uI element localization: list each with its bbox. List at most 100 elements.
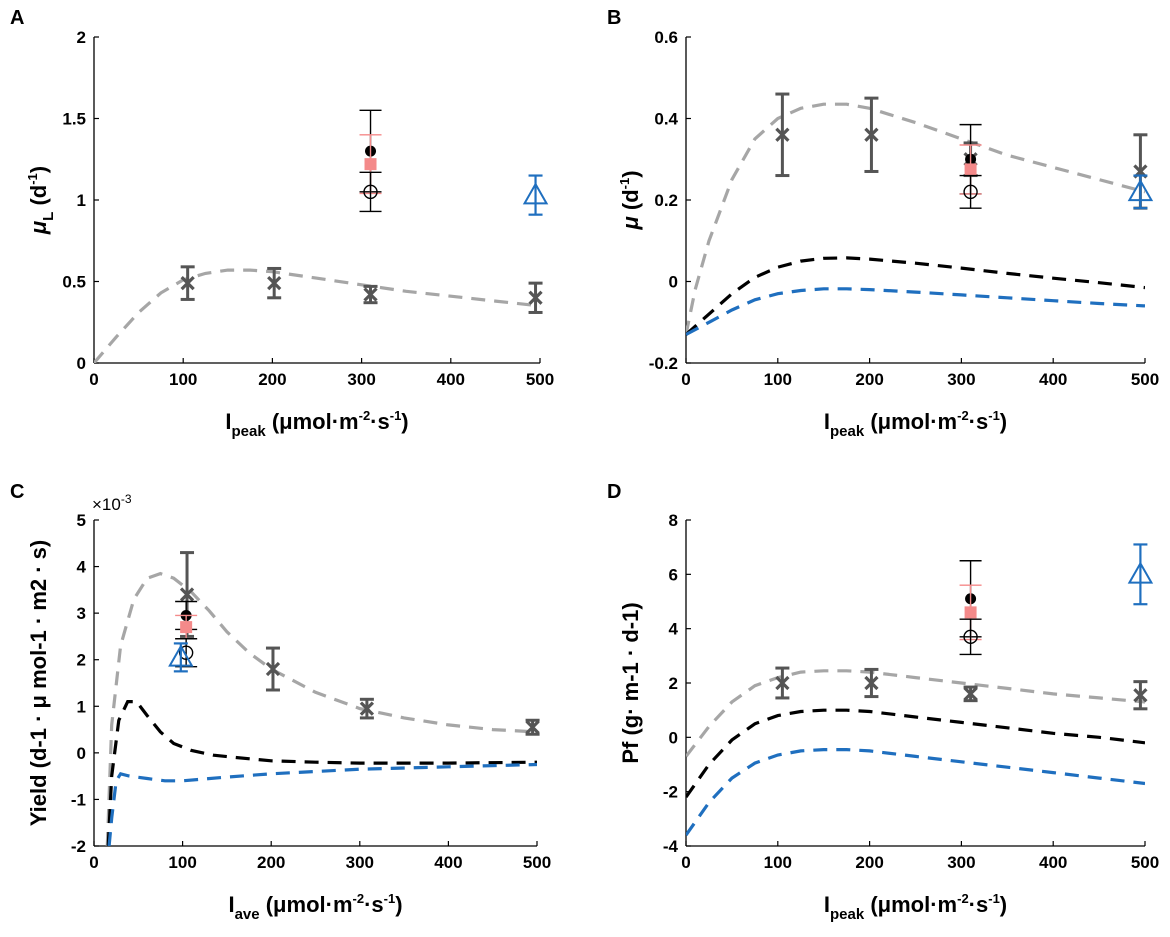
x-marker: [525, 720, 540, 735]
model-curve-black-model: [106, 700, 537, 846]
model-curve-blue-model: [107, 762, 537, 846]
y-tick-label: -0.2: [649, 354, 678, 373]
x-axis-title: Iave (μmol·m-2·s-1): [228, 891, 402, 923]
x-tick-label: 100: [764, 370, 792, 389]
y-tick-label: 2: [77, 28, 86, 47]
y-tick-label: 1: [77, 697, 86, 716]
y-tick-label: 0: [669, 728, 678, 747]
y-tick-label: 4: [669, 620, 679, 639]
x-tick-label: 0: [89, 853, 98, 872]
chart-panel-a: A 0 100 200 300 400 500 0 0.5 1 1.5 2 Ipeak (μmol·m-…: [10, 7, 554, 440]
y-tick-label: 3: [77, 604, 86, 623]
x-tick-label: 200: [258, 370, 286, 389]
model-curve-blue-model: [686, 748, 1145, 837]
data-point-measured-x: [1133, 680, 1148, 711]
x-tick-label: 0: [89, 370, 98, 389]
y-tick-label: 0.2: [654, 191, 678, 210]
x-tick-label: 0: [681, 370, 690, 389]
y-tick-label: 1.5: [62, 110, 86, 129]
x-marker: [179, 587, 195, 602]
data-point-measured-x: [363, 284, 378, 305]
panel-letter: C: [10, 481, 24, 503]
x-marker: [775, 675, 790, 691]
x-marker: [528, 290, 543, 305]
data-point-blue-triangle: [522, 174, 549, 216]
x-tick-label: 200: [257, 853, 285, 872]
x-axis-title: Ipeak (μmol·m-2·s-1): [824, 408, 1007, 440]
x-marker: [963, 686, 978, 701]
y-tick-label: 0: [77, 354, 86, 373]
data-point-blue-triangle: [168, 642, 194, 673]
y-tick-label: 1: [77, 191, 86, 210]
data-point-blue-triangle: [1127, 174, 1154, 210]
x-tick-label: 0: [681, 853, 690, 872]
model-curve-black-model: [686, 708, 1145, 799]
data-point-open-circle: [359, 171, 382, 213]
y-axis-title: μ (d-1): [617, 170, 643, 230]
data-point-pink-square: [959, 144, 982, 195]
data-point-measured-x: [180, 265, 195, 301]
open-circle-marker: [363, 184, 378, 200]
square-marker: [964, 163, 977, 176]
square-marker: [364, 158, 377, 171]
y-tick-label: 0.5: [62, 273, 86, 292]
y-tick-label: -2: [663, 783, 678, 802]
y-tick-label: 0.4: [654, 110, 678, 129]
x-tick-label: 300: [347, 370, 375, 389]
x-tick-label: 400: [1039, 370, 1067, 389]
x-tick-label: 300: [947, 853, 975, 872]
y-tick-label: 0: [669, 273, 678, 292]
data-point-open-circle: [959, 174, 982, 209]
x-tick-label: 400: [1039, 853, 1067, 872]
y-tick-label: 0.6: [654, 28, 678, 47]
triangle-marker: [168, 644, 194, 667]
y-tick-label: 8: [669, 511, 678, 530]
panel-letter: B: [607, 7, 621, 29]
model-curve-gray-model: [94, 268, 540, 363]
x-tick-label: 400: [434, 853, 462, 872]
model-curve-gray-model: [686, 669, 1145, 758]
y-axis-title: Yield (d-1 · μ mol-1 · m2 · s): [26, 540, 51, 826]
square-marker: [180, 621, 193, 634]
square-marker: [964, 606, 977, 619]
x-marker: [363, 287, 378, 302]
chart-panel-d: D 0 100 200 300 400 500 -4 -2 0 2 4 6 8 Ipeak (μmol·m-…: [607, 481, 1159, 923]
x-marker: [180, 275, 195, 291]
data-point-blue-triangle: [1127, 543, 1154, 606]
open-circle-marker: [963, 184, 978, 200]
x-marker: [359, 701, 375, 716]
x-tick-label: 100: [764, 853, 792, 872]
data-point-measured-x: [267, 266, 282, 300]
open-circle-marker: [178, 645, 194, 660]
x-tick-label: 300: [947, 370, 975, 389]
model-curve-gray-model: [105, 571, 537, 846]
data-point-measured-x: [775, 92, 790, 178]
data-point-measured-x: [963, 685, 978, 703]
triangle-marker: [1127, 561, 1154, 584]
x-marker: [1133, 688, 1148, 703]
x-tick-label: 300: [346, 853, 374, 872]
data-point-measured-x: [265, 646, 281, 692]
data-point-measured-x: [864, 96, 879, 173]
x-tick-label: 100: [169, 370, 197, 389]
open-circle-marker: [963, 629, 978, 645]
x-tick-label: 200: [855, 853, 883, 872]
y-tick-label: 4: [77, 558, 87, 577]
model-curve-black-model: [686, 256, 1145, 336]
x-tick-label: 500: [1131, 370, 1159, 389]
y-tick-label: -2: [71, 837, 86, 856]
panel-letter: D: [607, 481, 621, 503]
data-point-measured-x: [525, 718, 540, 736]
model-curve-blue-model: [686, 287, 1145, 336]
x-axis-title: Ipeak (μmol·m-2·s-1): [824, 891, 1007, 923]
y-tick-label: 2: [77, 651, 86, 670]
x-tick-label: 200: [855, 370, 883, 389]
x-marker: [267, 275, 282, 291]
y-tick-label: 6: [669, 565, 678, 584]
data-point-measured-x: [359, 697, 375, 720]
x-tick-label: 500: [1131, 853, 1159, 872]
axis-exponent: ×10-3: [92, 492, 132, 514]
x-axis-title: Ipeak (μmol·m-2·s-1): [225, 408, 408, 440]
